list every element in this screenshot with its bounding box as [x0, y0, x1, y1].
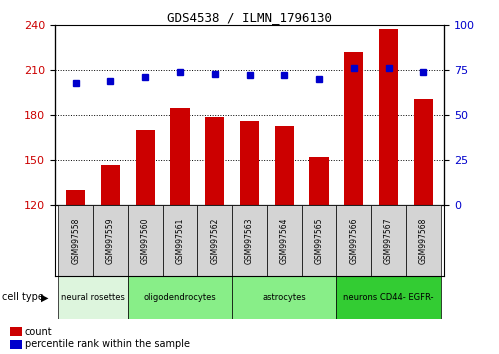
Bar: [301, 205, 336, 276]
Text: GSM997560: GSM997560: [141, 217, 150, 264]
Text: GSM997564: GSM997564: [280, 217, 289, 264]
Text: ▶: ▶: [41, 292, 49, 302]
Text: cell type: cell type: [2, 292, 44, 302]
Bar: [101, 165, 120, 205]
Text: GSM997558: GSM997558: [71, 217, 80, 264]
Text: astrocytes: astrocytes: [262, 293, 306, 302]
Bar: [232, 205, 267, 276]
Bar: [198, 205, 232, 276]
Text: oligodendrocytes: oligodendrocytes: [144, 293, 217, 302]
Bar: [128, 276, 232, 319]
Bar: [93, 205, 128, 276]
Bar: [232, 276, 336, 319]
Text: neurons CD44- EGFR-: neurons CD44- EGFR-: [343, 293, 434, 302]
Bar: [336, 205, 371, 276]
Bar: [414, 98, 433, 205]
Bar: [66, 190, 85, 205]
Text: percentile rank within the sample: percentile rank within the sample: [25, 339, 190, 349]
Bar: [240, 121, 259, 205]
Bar: [336, 276, 441, 319]
Bar: [379, 29, 398, 205]
Text: GSM997559: GSM997559: [106, 217, 115, 264]
Bar: [10, 327, 22, 336]
Text: GSM997561: GSM997561: [176, 217, 185, 264]
Text: GSM997566: GSM997566: [349, 217, 358, 264]
Bar: [205, 116, 225, 205]
Text: neural rosettes: neural rosettes: [61, 293, 125, 302]
Bar: [163, 205, 198, 276]
Bar: [128, 205, 163, 276]
Bar: [136, 130, 155, 205]
Text: GSM997563: GSM997563: [245, 217, 254, 264]
Bar: [406, 205, 441, 276]
Bar: [344, 52, 363, 205]
Text: GSM997568: GSM997568: [419, 217, 428, 264]
Bar: [274, 126, 294, 205]
Text: GSM997565: GSM997565: [314, 217, 323, 264]
Title: GDS4538 / ILMN_1796130: GDS4538 / ILMN_1796130: [167, 11, 332, 24]
Bar: [58, 205, 93, 276]
Bar: [371, 205, 406, 276]
Bar: [171, 108, 190, 205]
Text: GSM997567: GSM997567: [384, 217, 393, 264]
Bar: [58, 276, 128, 319]
Text: count: count: [25, 327, 52, 337]
Bar: [309, 157, 328, 205]
Bar: [10, 340, 22, 349]
Text: GSM997562: GSM997562: [210, 217, 219, 264]
Bar: [267, 205, 301, 276]
